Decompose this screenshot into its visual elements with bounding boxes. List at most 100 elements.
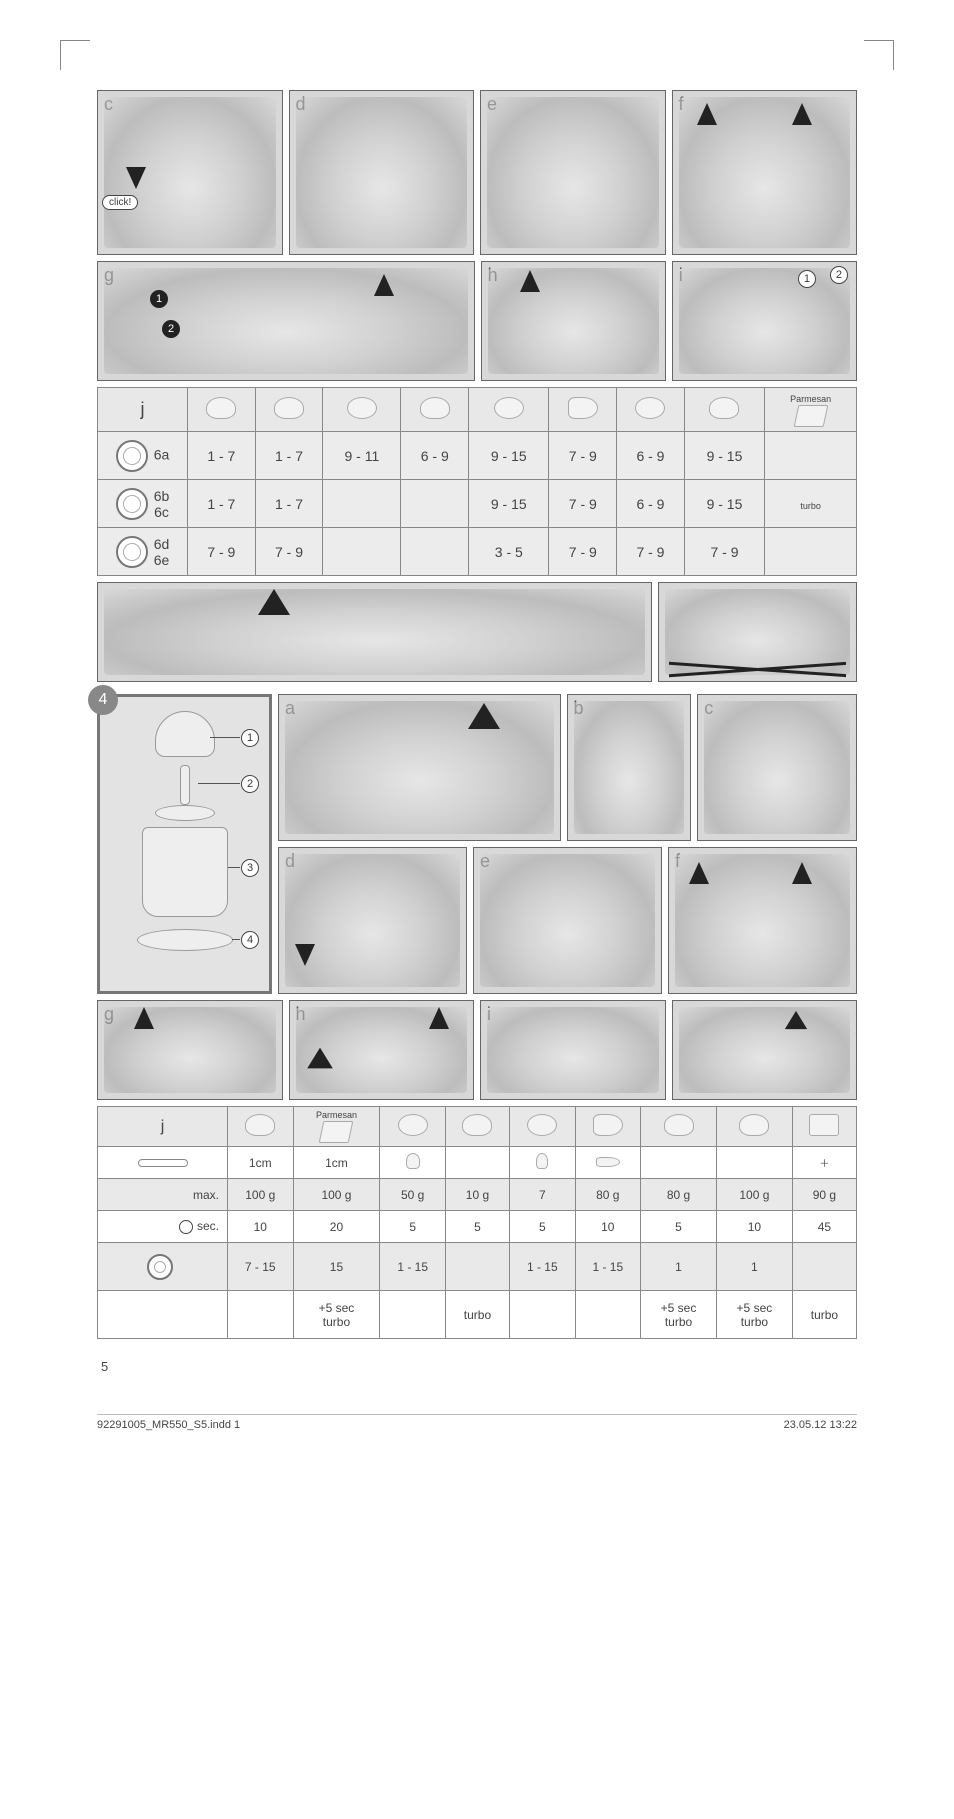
cell: 6 - 9 [617, 480, 685, 528]
food-icon-meat [228, 1107, 294, 1147]
table-row: sec. 10 20 5 5 5 10 5 10 45 [98, 1211, 857, 1243]
panel-4d: d [278, 847, 467, 994]
cell: 20 [293, 1211, 380, 1243]
arrow-up-icon [520, 270, 540, 292]
step-num-2: 2 [830, 266, 848, 284]
table-j-label: j [141, 399, 145, 419]
food-icon [527, 1114, 557, 1136]
cell: 1 - 15 [575, 1243, 641, 1291]
panel-no-immerse [658, 582, 857, 682]
food-icon-onion [323, 388, 401, 432]
cell: 1 - 7 [188, 480, 256, 528]
cell [380, 1147, 446, 1179]
quarter-icon [406, 1153, 420, 1169]
panel-4i: i [480, 1000, 666, 1100]
parmesan-label: Parmesan [790, 394, 831, 404]
arrow-up-icon [134, 1007, 154, 1029]
food-icon [494, 397, 524, 419]
table-row: max. 100 g 100 g 50 g 10 g 7 80 g 80 g 1… [98, 1179, 857, 1211]
cell [380, 1291, 446, 1339]
cell: turbo [792, 1291, 856, 1339]
cell [575, 1291, 641, 1339]
panel-i-illustration [679, 268, 850, 374]
food-icon-ice [792, 1107, 856, 1147]
cell [401, 528, 469, 576]
table-j2-label: j [161, 1118, 165, 1135]
cell: 9 - 15 [684, 432, 764, 480]
cell: 1 [641, 1243, 717, 1291]
cell: 9 - 15 [684, 480, 764, 528]
cell: 7 - 9 [549, 480, 617, 528]
lead-line [232, 939, 240, 940]
table-j2-label-cell: j [98, 1107, 228, 1147]
table-j2-chopper: j Parmesan 1cm 1cm ＋ max. 100 g 1 [97, 1106, 857, 1339]
piece-icon [596, 1157, 620, 1167]
panel-d-illustration [296, 97, 468, 248]
row-label-text: 6d 6e [154, 536, 170, 568]
food-icon [420, 397, 450, 419]
food-icon [635, 397, 665, 419]
panel-4-dishwasher-illustration [679, 1007, 851, 1093]
cell [401, 480, 469, 528]
food-icon-cheese: Parmesan [293, 1107, 380, 1147]
footer-file: 92291005_MR550_S5.indd 1 [97, 1419, 240, 1431]
arrow-down-icon [295, 944, 315, 966]
cell: +5 sec turbo [641, 1291, 717, 1339]
part-num-4: 4 [241, 931, 259, 949]
cell: 9 - 11 [323, 432, 401, 480]
cell: 90 g [792, 1179, 856, 1211]
cell: 10 [228, 1211, 294, 1243]
cell: turbo [765, 480, 857, 528]
clean-illustration [104, 589, 645, 675]
footer-date: 23.05.12 13:22 [784, 1419, 857, 1431]
cell: 7 - 9 [684, 528, 764, 576]
cell: 1 - 7 [188, 432, 256, 480]
table-row: +5 sec turbo turbo +5 sec turbo +5 sec t… [98, 1291, 857, 1339]
table-row: 6d 6e 7 - 9 7 - 9 3 - 5 7 - 9 7 - 9 7 - … [98, 528, 857, 576]
cell: ＋ [792, 1147, 856, 1179]
cell [575, 1147, 641, 1179]
panel-4b: b [567, 694, 692, 841]
part-2-shaft [180, 765, 190, 805]
cell: 10 [716, 1211, 792, 1243]
cell: turbo [445, 1291, 509, 1339]
panel-4e-illustration [480, 854, 655, 987]
step-num-2: 2 [162, 320, 180, 338]
crop-mark-tr [864, 40, 894, 70]
section-4: 4 1 2 3 4 a b [97, 694, 857, 994]
section-4-row-ghi: g h i [97, 1000, 857, 1100]
cell: 1cm [228, 1147, 294, 1179]
food-icon-parmesan: Parmesan [765, 388, 857, 432]
cell [510, 1147, 576, 1179]
panel-g-illustration [104, 268, 468, 374]
arrow-up-icon [689, 862, 709, 884]
panel-e-illustration [487, 97, 659, 248]
arrow-up-icon [792, 103, 812, 125]
cell: 10 g [445, 1179, 509, 1211]
lead-line [198, 783, 240, 784]
panel-4c: c [697, 694, 857, 841]
food-icon-carrot [549, 388, 617, 432]
cell [641, 1147, 717, 1179]
part-3-bowl [142, 827, 228, 917]
food-icon [347, 397, 377, 419]
parmesan-label: Parmesan [316, 1110, 357, 1120]
panel-4h: h [289, 1000, 475, 1100]
panel-4g: g [97, 1000, 283, 1100]
food-icon [593, 1114, 623, 1136]
panel-4a-illustration [285, 701, 554, 834]
arrow-up-icon [374, 274, 394, 296]
cell [765, 432, 857, 480]
cell [445, 1243, 509, 1291]
row-label: 6b 6c [98, 480, 188, 528]
part-4-base [137, 929, 233, 951]
cell [323, 528, 401, 576]
food-icon-almonds [716, 1107, 792, 1147]
turbo-label [98, 1291, 228, 1339]
row-ghi: g 1 2 h i 1 2 [97, 261, 857, 381]
arrow-up-icon [697, 103, 717, 125]
food-icon-potato [684, 388, 764, 432]
sec-label: sec. [98, 1211, 228, 1243]
food-icon [319, 1121, 354, 1143]
cross-out-icon [669, 587, 846, 677]
